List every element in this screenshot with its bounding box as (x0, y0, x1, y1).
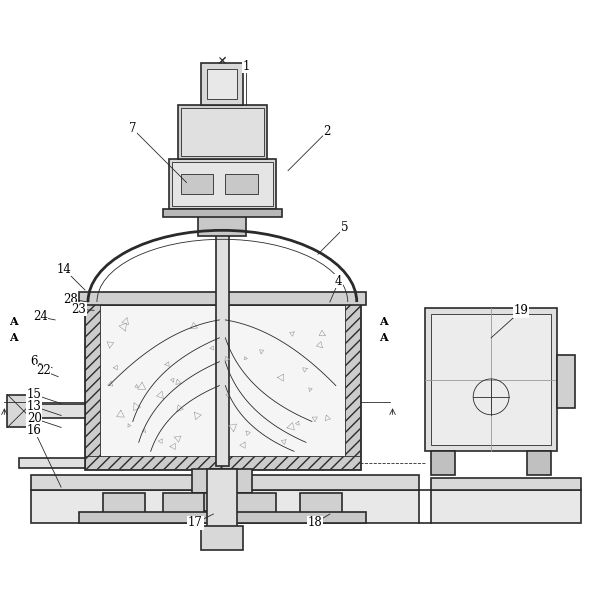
Bar (425, 308, 557, 451)
Text: 19: 19 (514, 304, 529, 318)
Text: 14: 14 (56, 263, 71, 275)
Bar (19, 458, 85, 468)
Text: A: A (9, 316, 17, 327)
Bar (169, 159, 276, 210)
Text: 23: 23 (71, 303, 86, 316)
Text: 24: 24 (33, 310, 47, 323)
Bar (193, 469, 252, 493)
Bar (199, 213, 246, 236)
Bar (181, 173, 214, 194)
Bar (103, 493, 145, 517)
Bar (31, 475, 419, 490)
Text: 15: 15 (27, 388, 41, 401)
Bar (300, 493, 342, 517)
Text: 20: 20 (27, 412, 41, 425)
Text: A: A (9, 332, 17, 343)
Bar (431, 490, 581, 523)
Bar (202, 526, 243, 550)
Text: 4: 4 (335, 275, 343, 288)
Bar (557, 355, 575, 408)
Bar (178, 105, 267, 159)
Text: 7: 7 (129, 122, 137, 135)
Text: A: A (379, 316, 388, 327)
Bar (226, 173, 258, 194)
Bar (208, 469, 237, 529)
Text: 22: 22 (36, 364, 50, 377)
Text: 16: 16 (27, 424, 41, 437)
Bar (31, 490, 419, 523)
Bar (79, 512, 365, 523)
Bar (85, 456, 360, 469)
Text: 13: 13 (27, 400, 41, 413)
Bar (163, 210, 282, 217)
Bar (431, 451, 455, 475)
Bar (202, 63, 243, 105)
Bar (13, 403, 85, 418)
Bar (79, 292, 365, 305)
Bar (202, 493, 243, 511)
Bar (163, 493, 205, 517)
Bar (85, 302, 100, 469)
Bar (527, 451, 551, 475)
Bar (85, 302, 360, 469)
Bar (235, 493, 276, 517)
Text: A: A (379, 332, 388, 343)
Bar (7, 394, 40, 428)
Text: 18: 18 (308, 516, 322, 530)
Bar (172, 162, 273, 207)
Text: 28: 28 (62, 292, 77, 306)
Text: 17: 17 (188, 516, 203, 530)
Bar (431, 478, 581, 490)
Text: 6: 6 (31, 355, 38, 368)
Bar (208, 69, 237, 99)
Bar (216, 179, 229, 466)
Bar (431, 314, 551, 445)
Text: 2: 2 (323, 125, 331, 138)
Bar (181, 108, 264, 156)
Bar (345, 302, 360, 469)
Bar (94, 305, 351, 466)
Text: 1: 1 (242, 60, 250, 72)
Text: 5: 5 (341, 221, 349, 234)
